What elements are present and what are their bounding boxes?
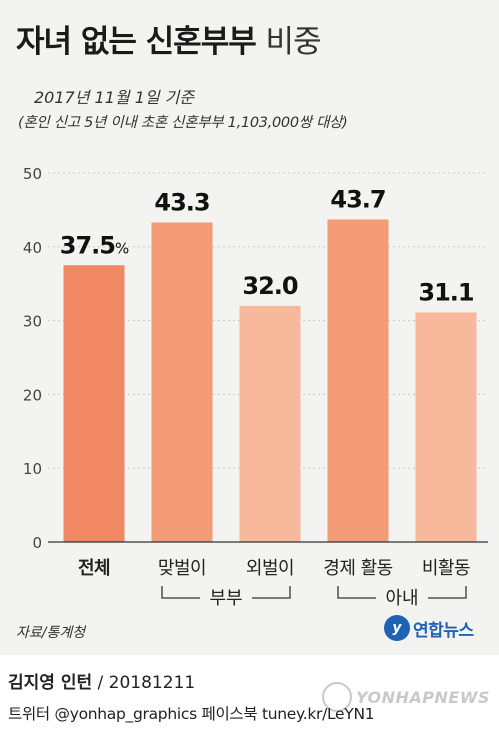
author: 김지영 인턴 (8, 673, 93, 693)
y-tick-label: 0 (32, 534, 42, 552)
data-label: 43.7 (330, 185, 385, 213)
x-tick-label: 전체 (78, 558, 110, 579)
reference-date: 2017년 11월 1일 기준 (34, 88, 195, 107)
watermark-text: YONHAPNEWS (356, 687, 490, 707)
data-label: 43.3 (154, 188, 209, 216)
group-label: 부부 (209, 588, 242, 609)
bar (239, 305, 301, 542)
logo-text: 연합뉴스 (413, 620, 474, 641)
bar (151, 222, 213, 543)
group-label: 아내 (385, 588, 418, 609)
data-label: 32.0 (242, 272, 298, 300)
title-bold: 자녀 없는 신혼부부 (16, 24, 257, 60)
watermark-icon (322, 682, 352, 712)
credit-line: 김지영 인턴 / 20181211 (8, 673, 196, 693)
data-label: 37.5% (60, 231, 129, 259)
y-tick-label: 30 (23, 313, 42, 331)
title-light: 비중 (265, 24, 322, 60)
y-tick-label: 10 (23, 460, 42, 478)
x-tick-label: 경제 활동 (323, 558, 392, 579)
bar (327, 219, 389, 542)
y-tick-label: 20 (23, 386, 42, 404)
data-label: 31.1 (418, 278, 474, 306)
bar-chart: 0 10 20 30 40 50 37.5% 전체 43.3 맞벌이 32.0 외벌이 43.7 경제 활… (23, 165, 488, 609)
watermark: YONHAPNEWS (322, 682, 490, 712)
social-links: 트위터 @yonhap_graphics 페이스북 tuney.kr/LeYN1 (8, 705, 375, 723)
x-tick-label: 외벌이 (246, 558, 294, 579)
group-bracket (161, 586, 291, 599)
scope-note: (혼인 신고 5년 이내 초혼 신혼부부 1,103,000쌍 대상) (18, 115, 348, 131)
yonhap-logo: y 연합뉴스 (384, 614, 474, 642)
bar (63, 265, 125, 542)
x-tick-label: 맞벌이 (158, 558, 206, 579)
yonhap-logo-icon: y (384, 615, 410, 641)
publish-date: 20181211 (108, 673, 196, 693)
x-tick-label: 비활동 (422, 558, 470, 579)
group-bracket (337, 586, 467, 599)
chart-title: 자녀 없는 신혼부부 비중 (16, 16, 322, 61)
bar (415, 312, 477, 542)
data-source: 자료/통계청 (16, 625, 86, 641)
y-tick-label: 40 (23, 239, 42, 257)
y-tick-label: 50 (23, 165, 42, 183)
